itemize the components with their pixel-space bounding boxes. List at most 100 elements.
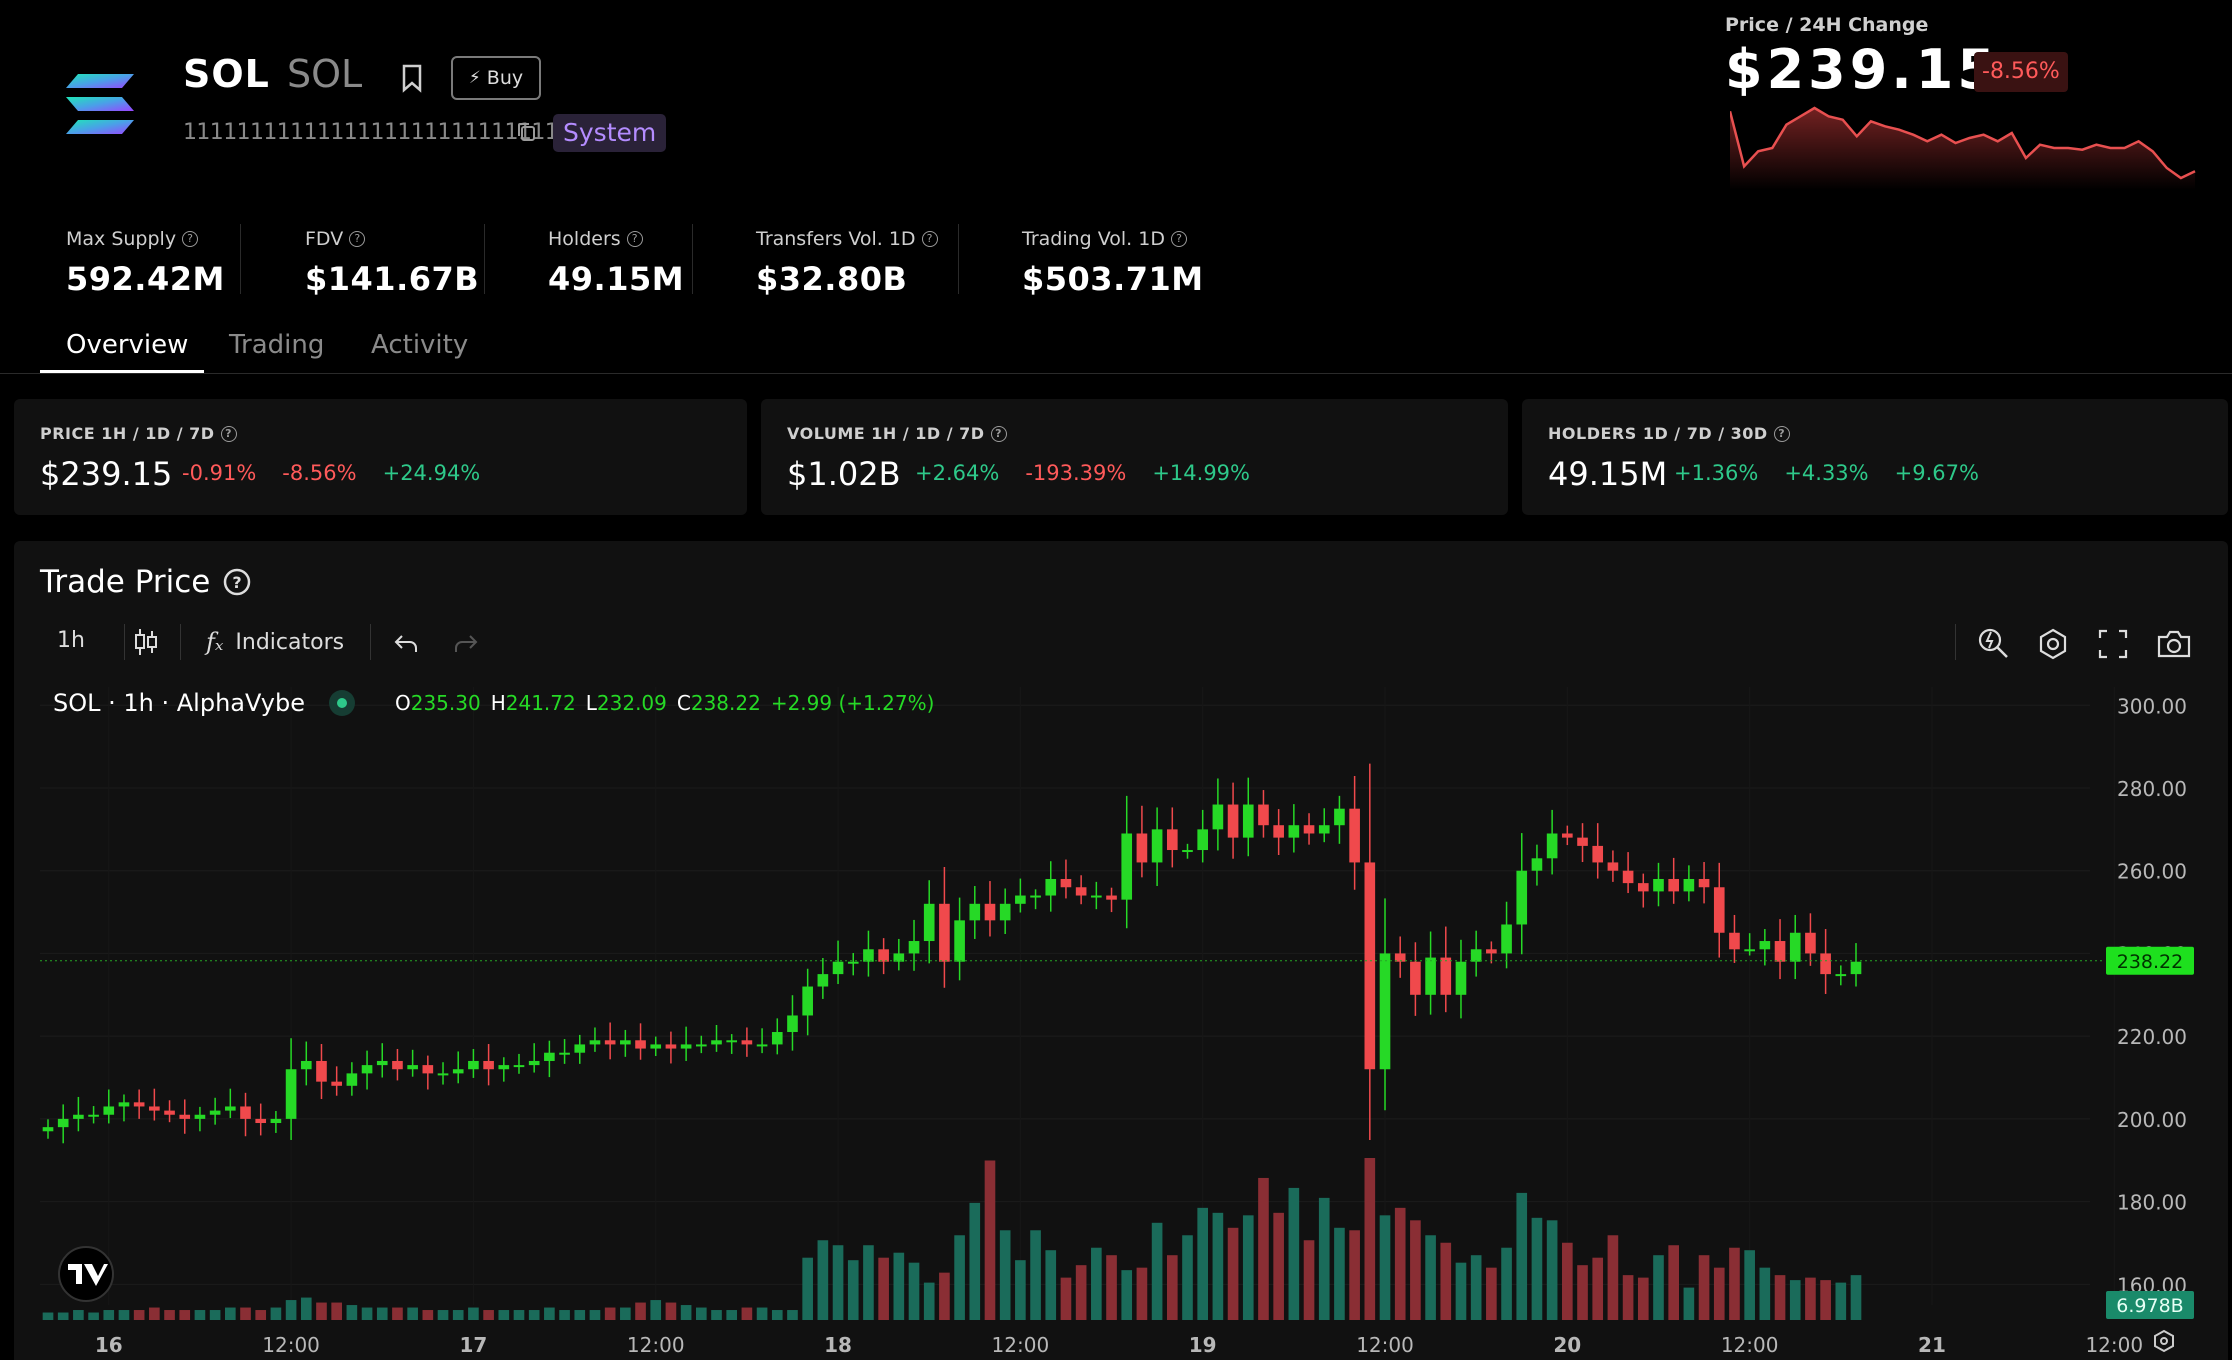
candle-body [665, 1044, 677, 1049]
toolbar-divider [1955, 624, 1956, 660]
undo-icon[interactable] [392, 630, 420, 656]
tab-trading[interactable]: Trading [229, 330, 325, 360]
program-badge: System [553, 114, 667, 152]
candle-body [133, 1102, 145, 1107]
stat-value: $141.67B [305, 260, 480, 298]
help-icon[interactable]: ? [182, 231, 199, 247]
divider [240, 224, 241, 294]
candle-body [1774, 941, 1786, 962]
last-price-tag-text: 238.22 [2117, 951, 2183, 973]
help-icon[interactable]: ? [990, 425, 1007, 442]
volume-bar [483, 1310, 494, 1320]
volume-bar [361, 1307, 373, 1320]
price-sparkline [1730, 106, 2196, 190]
stat-label: Trading Vol. 1D [1022, 228, 1165, 250]
tab-overview[interactable]: Overview [66, 330, 189, 360]
buy-button[interactable]: ⚡ Buy [451, 56, 541, 100]
volume-bar [1075, 1265, 1087, 1320]
candle-body [847, 961, 859, 964]
volume-bar [88, 1312, 99, 1320]
copy-icon[interactable] [516, 121, 538, 143]
candle-body [726, 1040, 738, 1043]
volume-bar [57, 1312, 69, 1320]
bookmark-icon[interactable] [398, 62, 426, 94]
volume-bar [1516, 1192, 1528, 1320]
candle-body [498, 1065, 510, 1070]
volume-bar [1729, 1247, 1740, 1320]
volume-bar [1622, 1275, 1634, 1320]
close-label: C [676, 691, 691, 715]
volume-bar [923, 1282, 935, 1320]
volume-bar [1562, 1242, 1573, 1320]
camera-icon[interactable] [2156, 628, 2192, 660]
candle-body [863, 949, 874, 962]
stat-value: $503.71M [1022, 260, 1204, 298]
high-value: 241.72 [505, 691, 576, 715]
candle-body [695, 1044, 707, 1047]
help-icon[interactable]: ? [1773, 425, 1790, 442]
volume-bar [1394, 1207, 1406, 1320]
volume-bar [285, 1300, 297, 1320]
candle-body [1637, 883, 1649, 892]
candle-body [1212, 804, 1224, 830]
stat-fdv: FDV? $141.67B [305, 228, 479, 298]
candle-body [1440, 957, 1452, 995]
help-icon[interactable]: ? [1170, 231, 1187, 247]
help-icon[interactable]: ? [222, 567, 252, 597]
candle-body [817, 974, 829, 987]
candle-body [1820, 953, 1831, 975]
volume-bar [103, 1310, 115, 1320]
indicators-button[interactable]: fₓ Indicators [206, 628, 344, 656]
help-icon[interactable]: ? [349, 231, 366, 247]
change-1h: +2.64% [915, 461, 1000, 485]
x-tick-label: 12:00 [992, 1333, 1050, 1357]
volume-bar [1197, 1207, 1209, 1320]
candle-body [437, 1073, 449, 1076]
help-icon[interactable]: ? [921, 231, 938, 247]
candle-body [376, 1060, 388, 1066]
live-status-icon [328, 690, 355, 716]
candle-body [1349, 808, 1360, 863]
tab-activity[interactable]: Activity [371, 330, 469, 360]
volume-bar [1379, 1215, 1391, 1320]
volume-bar [863, 1245, 874, 1320]
volume-bar [1486, 1267, 1497, 1320]
candle-body [331, 1081, 342, 1086]
fullscreen-icon[interactable] [2097, 628, 2129, 660]
tradingview-logo[interactable] [58, 1246, 114, 1302]
volume-bar [498, 1310, 510, 1320]
volume-bar [270, 1307, 282, 1320]
stat-max-supply: Max Supply? 592.42M [66, 228, 225, 298]
candle-body [787, 1015, 798, 1033]
candle-body [711, 1040, 722, 1045]
candle-body [984, 903, 996, 921]
volume-bar [1151, 1222, 1163, 1320]
candle-body [1106, 895, 1117, 900]
axis-settings-icon[interactable] [2154, 1329, 2174, 1353]
candle-body [574, 1044, 586, 1053]
quick-search-icon[interactable] [1976, 626, 2010, 660]
help-icon[interactable]: ? [220, 425, 237, 442]
settings-icon[interactable] [2036, 627, 2070, 661]
interval-button[interactable]: 1h [57, 628, 85, 653]
candle-body [1501, 924, 1512, 954]
card-label: HOLDERS 1D / 7D / 30D [1548, 424, 1768, 443]
redo-icon[interactable] [452, 630, 480, 656]
price-change-card: PRICE 1H / 1D / 7D? $239.15 -0.91% -8.56… [14, 399, 747, 515]
volume-bar [726, 1310, 738, 1320]
candles-icon[interactable] [132, 627, 160, 657]
volume-bar [1577, 1265, 1588, 1320]
volume-bar [1774, 1275, 1786, 1320]
volume-bar [1288, 1187, 1300, 1320]
volume-bar [999, 1230, 1011, 1320]
volume-bar [225, 1307, 236, 1320]
candle-body [1394, 953, 1406, 962]
candle-body [513, 1065, 525, 1068]
volume-bar [559, 1310, 570, 1320]
candle-body [893, 953, 905, 962]
stat-value: $32.80B [756, 260, 908, 298]
volume-bar [1410, 1220, 1421, 1320]
last-price-tag [2106, 946, 2194, 975]
help-icon[interactable]: ? [626, 231, 643, 247]
